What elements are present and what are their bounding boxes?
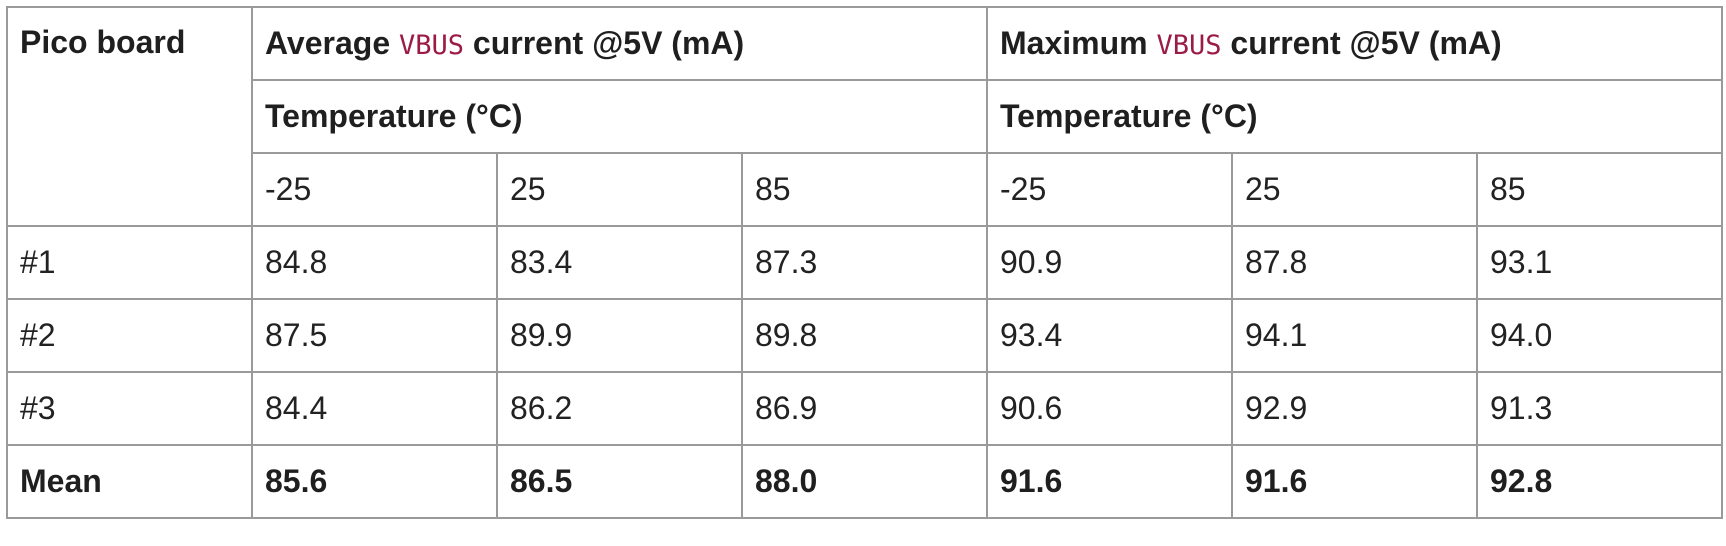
value-cell: 94.0 <box>1476 298 1723 373</box>
temp-cell: -25 <box>986 152 1233 227</box>
table-row: #3 84.4 86.2 86.9 90.6 92.9 91.3 <box>6 371 1723 446</box>
current-consumption-table: Pico board Average VBUS current @5V (mA)… <box>6 6 1723 519</box>
group-header-text: current @5V (mA) <box>464 25 745 61</box>
value-cell: 87.5 <box>251 298 498 373</box>
value-cell: 89.8 <box>741 298 988 373</box>
table-row: #1 84.8 83.4 87.3 90.9 87.8 93.1 <box>6 225 1723 300</box>
temp-cell: 85 <box>1476 152 1723 227</box>
value-cell: 86.5 <box>496 444 743 519</box>
value-cell: 92.9 <box>1231 371 1478 446</box>
temperature-header: Temperature (°C) <box>251 79 988 154</box>
table-row: #2 87.5 89.9 89.8 93.4 94.1 94.0 <box>6 298 1723 373</box>
row-label: #1 <box>6 225 253 300</box>
group-header-text: Maximum <box>1000 25 1157 61</box>
header-row-temperature: Temperature (°C) Temperature (°C) <box>7 79 1723 154</box>
group-header-maximum: Maximum VBUS current @5V (mA) <box>986 6 1723 81</box>
group-header-average: Average VBUS current @5V (mA) <box>251 6 988 81</box>
header-row-groups: Pico board Average VBUS current @5V (mA)… <box>6 6 1723 227</box>
value-cell: 87.3 <box>741 225 988 300</box>
row-label: #2 <box>6 298 253 373</box>
value-cell: 83.4 <box>496 225 743 300</box>
value-cell: 84.8 <box>251 225 498 300</box>
value-cell: 93.4 <box>986 298 1233 373</box>
table-row-mean: Mean 85.6 86.5 88.0 91.6 91.6 92.8 <box>6 444 1723 519</box>
value-cell: 87.8 <box>1231 225 1478 300</box>
vbus-code: VBUS <box>1156 30 1222 61</box>
group-header-text: Average <box>265 25 399 61</box>
row-label: #3 <box>6 371 253 446</box>
value-cell: 91.6 <box>986 444 1233 519</box>
value-cell: 91.6 <box>1231 444 1478 519</box>
value-cell: 88.0 <box>741 444 988 519</box>
temp-cell: 25 <box>1231 152 1478 227</box>
value-cell: 93.1 <box>1476 225 1723 300</box>
value-cell: 92.8 <box>1476 444 1723 519</box>
vbus-code: VBUS <box>399 30 465 61</box>
group-header-text: current @5V (mA) <box>1221 25 1502 61</box>
value-cell: 86.2 <box>496 371 743 446</box>
value-cell: 86.9 <box>741 371 988 446</box>
temp-cell: 85 <box>741 152 988 227</box>
value-cell: 89.9 <box>496 298 743 373</box>
corner-header: Pico board <box>6 6 253 227</box>
value-cell: 91.3 <box>1476 371 1723 446</box>
temp-cell: 25 <box>496 152 743 227</box>
value-cell: 84.4 <box>251 371 498 446</box>
header-row-temps: -25 25 85 -25 25 85 <box>7 152 1723 227</box>
temperature-header: Temperature (°C) <box>986 79 1723 154</box>
value-cell: 85.6 <box>251 444 498 519</box>
value-cell: 90.9 <box>986 225 1233 300</box>
value-cell: 94.1 <box>1231 298 1478 373</box>
value-cell: 90.6 <box>986 371 1233 446</box>
temp-cell: -25 <box>251 152 498 227</box>
table-container: Pico board Average VBUS current @5V (mA)… <box>6 6 1723 519</box>
row-label: Mean <box>6 444 253 519</box>
